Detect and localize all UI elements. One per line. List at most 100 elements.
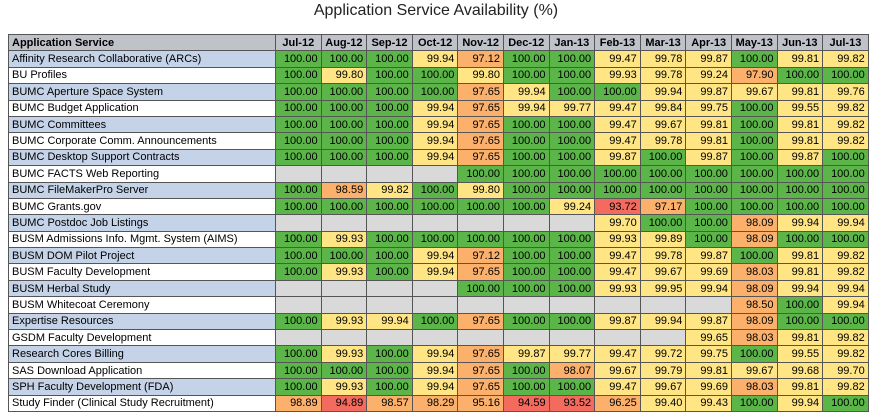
service-name: BUMC FACTS Web Reporting bbox=[8, 165, 276, 183]
service-name: Expertise Resources bbox=[8, 312, 276, 331]
availability-cell: 99.94 bbox=[411, 345, 459, 363]
availability-cell: 99.93 bbox=[594, 230, 641, 249]
availability-cell: 100.00 bbox=[457, 197, 504, 216]
availability-cell: 100.00 bbox=[548, 378, 596, 396]
service-name: BUMC Desktop Support Contracts bbox=[8, 148, 276, 167]
availability-cell: 99.94 bbox=[411, 361, 459, 380]
availability-cell: 100.00 bbox=[502, 165, 550, 183]
availability-cell: 100.00 bbox=[275, 263, 322, 281]
availability-cell: 94.89 bbox=[320, 394, 368, 412]
availability-cell: 97.65 bbox=[457, 345, 504, 363]
column-header: Oct-12 bbox=[411, 33, 459, 52]
availability-cell: 100.00 bbox=[502, 181, 550, 199]
availability-cell: 100.00 bbox=[411, 66, 459, 85]
availability-cell bbox=[457, 214, 504, 232]
table-row: BUMC Desktop Support Contracts 100.00 100.… bbox=[8, 148, 869, 167]
availability-cell: 100.00 bbox=[320, 50, 368, 68]
availability-cell: 100.00 bbox=[776, 66, 824, 85]
availability-cell: 100.00 bbox=[502, 115, 550, 134]
availability-cell: 99.94 bbox=[776, 279, 824, 298]
availability-cell: 100.00 bbox=[822, 230, 869, 249]
table-row: BUMC Budget Application 100.00 100.00 100.0… bbox=[8, 99, 869, 117]
availability-cell: 100.00 bbox=[548, 50, 596, 68]
availability-cell: 100.00 bbox=[822, 197, 869, 216]
availability-cell: 100.00 bbox=[776, 296, 824, 314]
availability-cell: 99.55 bbox=[776, 99, 824, 117]
availability-cell: 100.00 bbox=[275, 378, 322, 396]
availability-cell: 100.00 bbox=[366, 263, 413, 281]
availability-cell: 100.00 bbox=[502, 361, 550, 380]
availability-cell: 100.00 bbox=[502, 312, 550, 331]
header-row: Application Service Jul-12 Aug-12 Sep-12 Oc… bbox=[8, 33, 869, 52]
table-row: Affinity Research Collaborative (ARCs) 10… bbox=[8, 50, 869, 68]
availability-cell: 99.94 bbox=[776, 394, 824, 412]
availability-cell: 100.00 bbox=[548, 230, 596, 249]
availability-cell: 99.67 bbox=[730, 361, 778, 380]
availability-cell: 100.00 bbox=[275, 148, 322, 167]
availability-cell: 100.00 bbox=[548, 165, 596, 183]
availability-cell: 99.94 bbox=[366, 312, 413, 331]
table-row: BUMC Aperture Space System 100.00 100.00 10… bbox=[8, 83, 869, 101]
availability-cell: 100.00 bbox=[502, 197, 550, 216]
column-header: Jul-12 bbox=[275, 33, 322, 52]
availability-cell: 100.00 bbox=[457, 279, 504, 298]
availability-cell bbox=[411, 329, 459, 347]
availability-cell: 99.93 bbox=[594, 66, 641, 85]
availability-cell: 100.00 bbox=[457, 230, 504, 249]
availability-cell: 99.68 bbox=[776, 361, 824, 380]
availability-cell: 99.75 bbox=[685, 345, 732, 363]
availability-cell bbox=[366, 329, 413, 347]
availability-cell: 99.95 bbox=[639, 279, 687, 298]
availability-cell: 93.52 bbox=[548, 394, 596, 412]
availability-cell: 100.00 bbox=[776, 230, 824, 249]
availability-cell: 99.93 bbox=[320, 378, 368, 396]
availability-cell: 98.57 bbox=[366, 394, 413, 412]
availability-cell: 99.87 bbox=[685, 247, 732, 265]
availability-cell bbox=[275, 214, 322, 232]
availability-cell: 100.00 bbox=[366, 230, 413, 249]
availability-cell: 100.00 bbox=[502, 230, 550, 249]
availability-cell: 100.00 bbox=[594, 165, 641, 183]
column-header: May-13 bbox=[730, 33, 778, 52]
availability-cell: 100.00 bbox=[685, 214, 732, 232]
service-name: Research Cores Billing bbox=[8, 345, 276, 363]
availability-cell: 99.81 bbox=[776, 247, 824, 265]
availability-cell: 100.00 bbox=[502, 263, 550, 281]
availability-cell: 99.82 bbox=[822, 99, 869, 117]
availability-cell bbox=[502, 329, 550, 347]
availability-cell: 100.00 bbox=[548, 66, 596, 85]
service-name: BU Profiles bbox=[8, 66, 276, 85]
table-row: BUMC Grants.gov 100.00 100.00 100.00 100.00 1… bbox=[8, 197, 869, 216]
availability-cell: 100.00 bbox=[502, 50, 550, 68]
availability-cell: 100.00 bbox=[822, 148, 869, 167]
availability-cell: 99.47 bbox=[594, 345, 641, 363]
availability-cell: 99.78 bbox=[639, 247, 687, 265]
availability-cell: 100.00 bbox=[639, 148, 687, 167]
column-header: Nov-12 bbox=[457, 33, 504, 52]
availability-cell: 100.00 bbox=[685, 230, 732, 249]
availability-cell: 100.00 bbox=[366, 115, 413, 134]
availability-cell: 100.00 bbox=[366, 361, 413, 380]
availability-cell: 99.93 bbox=[594, 279, 641, 298]
availability-cell: 99.69 bbox=[685, 378, 732, 396]
availability-cell bbox=[548, 296, 596, 314]
availability-cell bbox=[457, 329, 504, 347]
availability-cell: 100.00 bbox=[502, 247, 550, 265]
availability-cell: 99.82 bbox=[822, 115, 869, 134]
availability-cell: 99.76 bbox=[822, 83, 869, 101]
availability-cell: 99.94 bbox=[411, 50, 459, 68]
availability-cell: 97.65 bbox=[457, 115, 504, 134]
availability-cell: 100.00 bbox=[275, 345, 322, 363]
availability-cell: 99.55 bbox=[776, 345, 824, 363]
availability-cell: 100.00 bbox=[685, 165, 732, 183]
availability-cell: 100.00 bbox=[730, 132, 778, 150]
table-row: BUMC Committees 100.00 100.00 100.00 99.94 97… bbox=[8, 115, 869, 134]
availability-cell: 99.87 bbox=[594, 312, 641, 331]
availability-cell: 99.67 bbox=[639, 115, 687, 134]
availability-cell bbox=[502, 214, 550, 232]
column-header: Apr-13 bbox=[685, 33, 732, 52]
availability-cell: 99.47 bbox=[594, 263, 641, 281]
availability-cell: 99.65 bbox=[685, 329, 732, 347]
availability-cell: 99.80 bbox=[457, 66, 504, 85]
availability-cell: 99.81 bbox=[776, 132, 824, 150]
